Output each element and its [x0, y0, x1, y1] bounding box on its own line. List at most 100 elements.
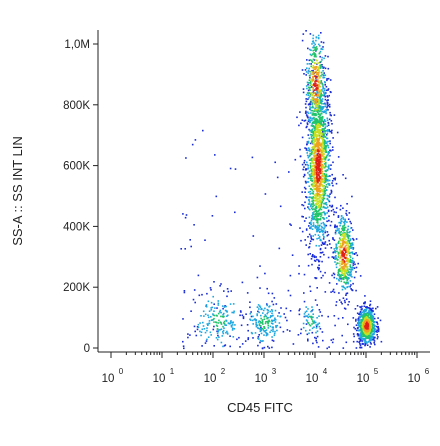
- event-point: [350, 273, 352, 275]
- event-point: [327, 146, 330, 149]
- event-point: [310, 78, 313, 80]
- event-point: [315, 46, 317, 49]
- event-point: [324, 81, 326, 83]
- event-point: [214, 307, 216, 309]
- event-point: [347, 323, 349, 326]
- event-point: [308, 315, 311, 318]
- event-point: [333, 213, 335, 216]
- event-point: [320, 194, 323, 197]
- event-point: [320, 99, 322, 102]
- event-point: [362, 334, 364, 336]
- event-point: [320, 189, 323, 191]
- event-point: [312, 100, 315, 103]
- event-point: [214, 154, 216, 156]
- event-point: [347, 234, 349, 236]
- event-point: [310, 141, 313, 144]
- event-point: [263, 326, 265, 328]
- event-point: [321, 48, 324, 51]
- event-point: [306, 59, 308, 61]
- event-point: [308, 323, 311, 326]
- event-point: [313, 42, 315, 44]
- event-point: [365, 326, 368, 329]
- event-point: [361, 323, 364, 325]
- event-point: [271, 309, 273, 311]
- event-point: [313, 139, 316, 141]
- event-point: [312, 76, 314, 78]
- event-point: [317, 259, 320, 261]
- event-point: [314, 144, 317, 147]
- event-point: [318, 228, 320, 231]
- event-point: [363, 322, 366, 325]
- event-point: [320, 159, 323, 161]
- event-point: [307, 191, 310, 193]
- event-point: [343, 299, 346, 302]
- x-tick-label-base: 10: [357, 373, 370, 385]
- event-point: [345, 264, 347, 267]
- event-point: [313, 136, 315, 138]
- event-point: [307, 142, 310, 144]
- event-point: [324, 187, 326, 189]
- event-point: [359, 340, 362, 342]
- event-point: [337, 251, 340, 254]
- event-point: [367, 332, 370, 335]
- event-point: [320, 199, 322, 202]
- x-tick-label-base: 10: [153, 373, 166, 385]
- event-point: [310, 172, 313, 175]
- event-point: [371, 314, 374, 317]
- event-point: [315, 76, 318, 79]
- event-point: [315, 114, 318, 116]
- event-point: [314, 172, 316, 174]
- event-point: [339, 208, 342, 211]
- event-point: [312, 106, 314, 109]
- event-point: [313, 147, 316, 150]
- event-point: [313, 140, 316, 143]
- event-point: [340, 215, 343, 217]
- event-point: [322, 229, 324, 232]
- event-point: [317, 112, 320, 115]
- event-point: [328, 94, 330, 97]
- event-point: [315, 110, 318, 112]
- event-point: [371, 316, 373, 319]
- event-point: [323, 110, 326, 112]
- event-point: [327, 182, 329, 185]
- event-point: [306, 125, 308, 128]
- event-point: [202, 321, 204, 324]
- event-point: [318, 187, 321, 190]
- event-point: [314, 59, 317, 61]
- event-point: [323, 135, 325, 138]
- x-tick-label-exponent: 6: [425, 367, 430, 376]
- event-point: [310, 237, 312, 239]
- event-point: [312, 184, 314, 186]
- y-tick-label: 600K: [63, 161, 90, 173]
- event-point: [327, 104, 330, 107]
- event-point: [323, 218, 326, 220]
- event-point: [204, 239, 206, 241]
- event-point: [255, 321, 257, 324]
- event-point: [324, 170, 327, 172]
- event-point: [311, 128, 314, 130]
- event-point: [312, 66, 315, 69]
- event-point: [315, 226, 317, 228]
- event-point: [311, 327, 314, 330]
- event-point: [377, 329, 380, 331]
- event-point: [373, 340, 376, 342]
- event-point: [377, 317, 379, 319]
- event-point: [354, 308, 357, 310]
- event-point: [276, 324, 279, 327]
- event-point: [310, 106, 312, 109]
- event-point: [318, 322, 321, 324]
- event-point: [330, 339, 333, 341]
- event-point: [322, 131, 324, 133]
- event-point: [326, 119, 329, 121]
- event-point: [223, 306, 226, 308]
- event-point: [333, 276, 336, 279]
- event-point: [311, 177, 313, 180]
- event-point: [326, 197, 329, 200]
- event-point: [362, 331, 364, 334]
- event-point: [319, 207, 321, 210]
- event-point: [210, 301, 213, 304]
- event-point: [321, 146, 323, 149]
- event-point: [298, 124, 300, 127]
- event-point: [317, 224, 319, 227]
- event-point: [344, 218, 346, 221]
